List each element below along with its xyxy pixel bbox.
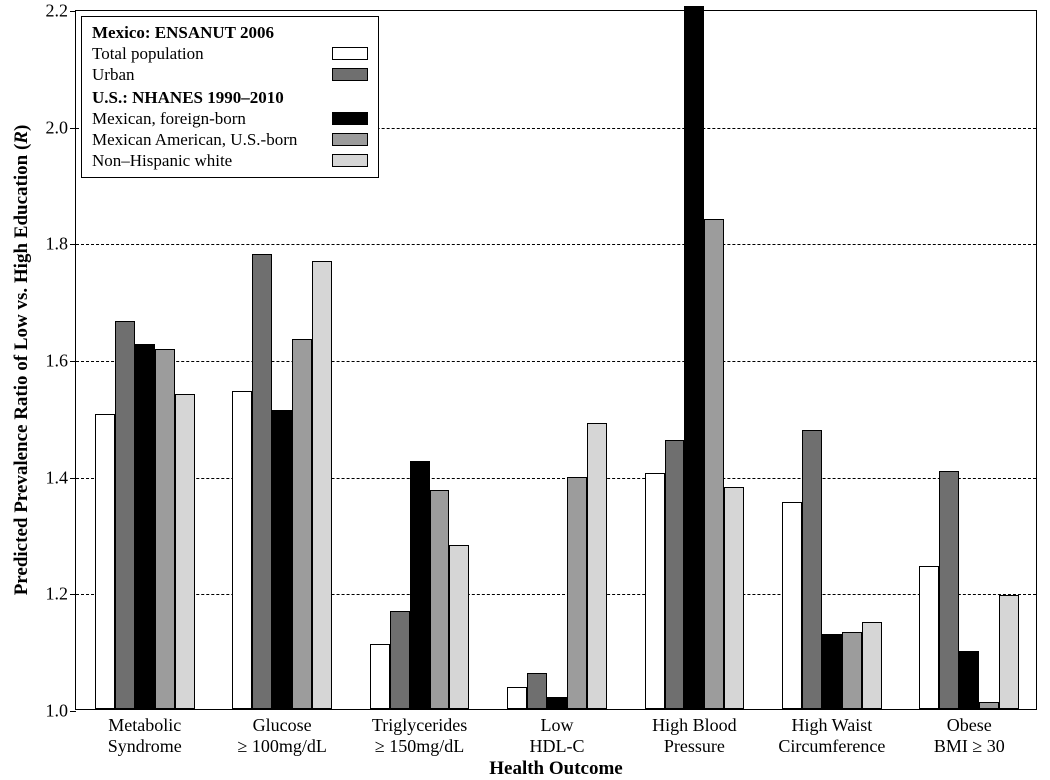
category-group: LowHDL-C [488,11,625,709]
bar [312,261,332,709]
plot-area: 1.01.21.41.61.82.02.2MetabolicSyndromeGl… [75,10,1037,710]
legend-item: Urban [92,64,368,85]
legend-swatch [332,112,368,125]
y-tick-label: 2.2 [46,1,77,22]
bar [587,423,607,709]
x-tick-label: Triglycerides≥ 150mg/dL [351,709,488,756]
legend-swatch [332,47,368,60]
bar [999,595,1019,709]
x-tick-label: ObeseBMI ≥ 30 [901,709,1038,756]
bar [507,687,527,709]
category-group: High BloodPressure [626,11,763,709]
bar [527,673,547,709]
bar [175,394,195,709]
bar [645,473,665,709]
y-tick-label: 2.0 [46,117,77,138]
x-tick-label: Glucose≥ 100mg/dL [213,709,350,756]
legend-swatch [332,68,368,81]
y-tick-label: 1.2 [46,584,77,605]
bar [115,321,135,709]
bar [232,391,252,709]
bar [292,339,312,709]
bar [919,566,939,709]
legend-swatch [332,154,368,167]
bar [822,634,842,709]
legend-item-label: Mexican, foreign-born [92,108,322,129]
x-tick-label: LowHDL-C [488,709,625,756]
y-tick-label: 1.6 [46,351,77,372]
legend-item-label: Mexican American, U.S.-born [92,129,322,150]
bar [665,440,685,710]
bar [939,471,959,709]
bar [959,651,979,709]
legend-item: Mexican, foreign-born [92,108,368,129]
bar [704,219,724,709]
legend: Mexico: ENSANUT 2006Total populationUrba… [81,16,379,178]
legend-item-label: Total population [92,43,322,64]
bar [547,697,567,709]
x-tick-label: High BloodPressure [626,709,763,756]
bar [390,611,410,709]
bar [684,6,704,709]
bar [567,477,587,709]
legend-item-label: Non–Hispanic white [92,150,322,171]
x-tick-label: MetabolicSyndrome [76,709,213,756]
legend-item: Non–Hispanic white [92,150,368,171]
y-tick-label: 1.8 [46,234,77,255]
bar [842,632,862,709]
bar [724,487,744,709]
legend-item: Total population [92,43,368,64]
y-tick-label: 1.4 [46,467,77,488]
bar [135,344,155,709]
bar [802,430,822,709]
bar [155,349,175,710]
bar [410,461,430,709]
bar [252,254,272,709]
legend-group-title: Mexico: ENSANUT 2006 [92,21,368,43]
legend-swatch [332,133,368,146]
bar [370,644,390,709]
bar [272,410,292,709]
x-tick-label: High WaistCircumference [763,709,900,756]
bar [449,545,469,710]
bar [430,490,450,709]
chart-container: 1.0 1.2 1.4 1.6 1.8 2.0 2.2 MetabolicSyndromeGl… [0,0,1050,778]
legend-group-title: U.S.: NHANES 1990–2010 [92,86,368,108]
x-axis-label: Health Outcome [489,758,623,780]
category-group: High WaistCircumference [763,11,900,709]
category-group: ObeseBMI ≥ 30 [901,11,1038,709]
bar [95,414,115,709]
legend-item: Mexican American, U.S.-born [92,129,368,150]
bar [862,622,882,710]
bar [782,502,802,709]
bar [979,702,999,709]
y-axis-label: Predicted Prevalence Ratio of Low vs. Hi… [11,125,33,596]
y-tick-label: 1.0 [46,701,77,722]
legend-item-label: Urban [92,64,322,85]
